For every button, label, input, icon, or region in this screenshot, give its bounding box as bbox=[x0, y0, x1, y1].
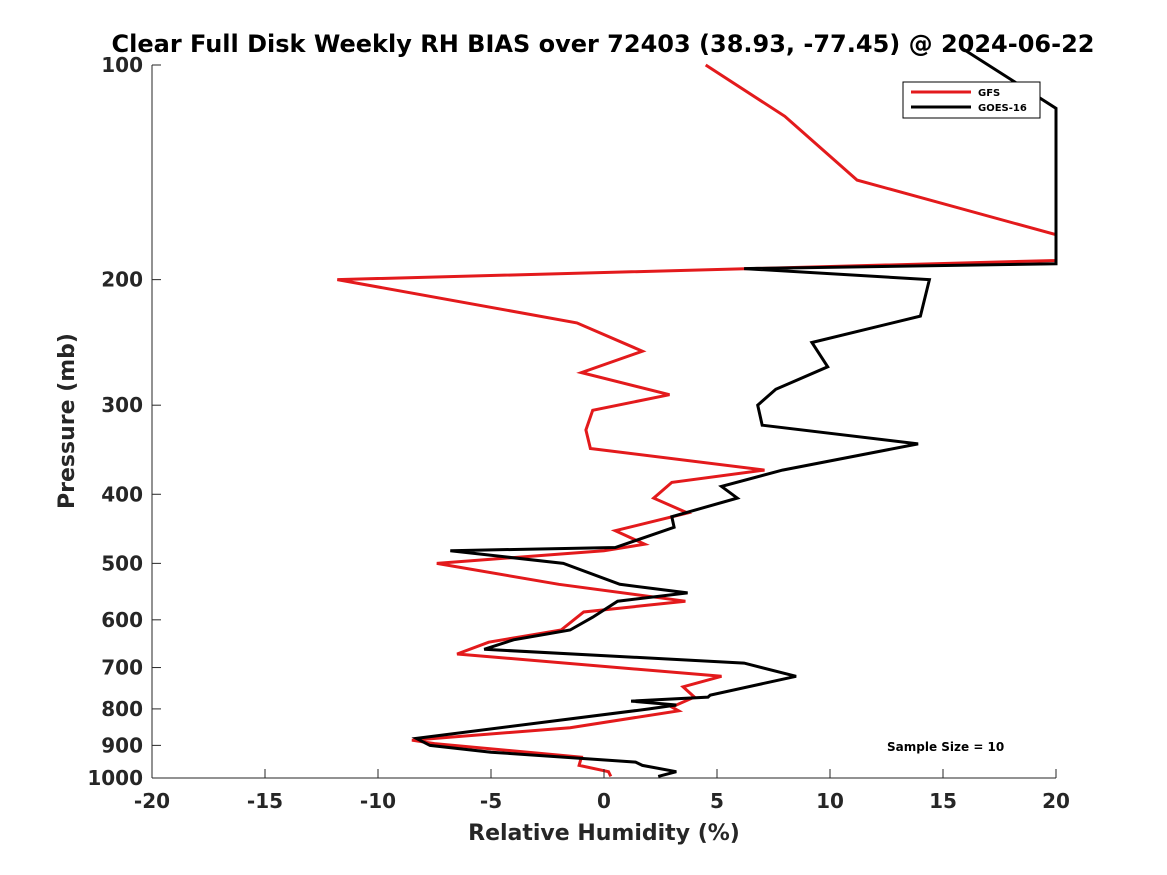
sample-size-annotation: Sample Size = 10 bbox=[887, 740, 1004, 754]
x-axis-label: Relative Humidity (%) bbox=[468, 821, 740, 846]
series-layer bbox=[337, 47, 1058, 778]
y-tick-label: 600 bbox=[101, 608, 143, 632]
series-line-gfs bbox=[337, 63, 1058, 778]
y-tick-label: 900 bbox=[101, 733, 143, 757]
y-tick-label: 400 bbox=[101, 482, 143, 506]
legend: GFS GOES-16 bbox=[902, 81, 1041, 119]
x-tick-label: -15 bbox=[247, 789, 283, 813]
legend-label-gfs: GFS bbox=[978, 88, 1000, 99]
legend-label-goes16: GOES-16 bbox=[978, 103, 1027, 114]
y-tick-label: 300 bbox=[101, 393, 143, 417]
plot-area bbox=[151, 47, 1058, 779]
y-axis-ticks: 100 200 300 400 500 600 700 800 900 1000 bbox=[87, 53, 161, 790]
x-axis-ticks: -20 -15 -10 -5 0 5 10 15 20 bbox=[134, 769, 1070, 813]
x-tick-label: 10 bbox=[816, 789, 844, 813]
legend-box bbox=[902, 81, 1041, 119]
y-tick-label: 100 bbox=[101, 53, 143, 77]
x-tick-label: -20 bbox=[134, 789, 170, 813]
y-tick-label: 200 bbox=[101, 268, 143, 292]
x-tick-label: 15 bbox=[929, 789, 957, 813]
y-axis-label: Pressure (mb) bbox=[55, 333, 80, 509]
x-tick-label: 5 bbox=[710, 789, 724, 813]
x-tick-label: 0 bbox=[597, 789, 611, 813]
y-tick-label: 500 bbox=[101, 551, 143, 575]
x-tick-label: -5 bbox=[480, 789, 502, 813]
y-tick-label: 800 bbox=[101, 697, 143, 721]
series-line-goes16 bbox=[411, 47, 1058, 778]
x-tick-label: -10 bbox=[360, 789, 396, 813]
chart-title: Clear Full Disk Weekly RH BIAS over 7240… bbox=[112, 30, 1095, 58]
y-tick-label: 700 bbox=[101, 656, 143, 680]
y-tick-label: 1000 bbox=[87, 766, 143, 790]
x-tick-label: 20 bbox=[1042, 789, 1070, 813]
